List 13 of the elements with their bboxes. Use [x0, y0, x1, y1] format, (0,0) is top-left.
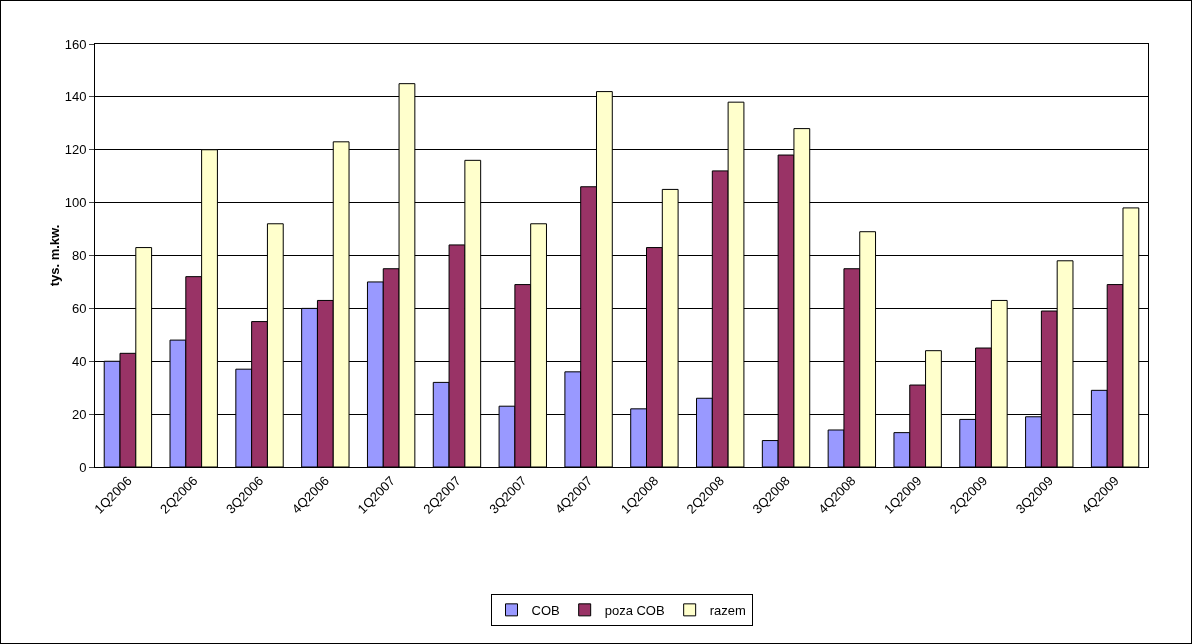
legend-label: COB: [531, 602, 560, 618]
legend-label: poza COB: [604, 602, 665, 618]
y-tick-label: 40: [71, 353, 87, 369]
y-tick-label: 20: [71, 406, 87, 422]
y-tick-label: 0: [79, 459, 87, 475]
legend-label: razem: [709, 602, 746, 618]
y-tick-label: 100: [64, 195, 87, 211]
y-tick-label: 120: [64, 142, 87, 158]
y-tick-label: 80: [71, 248, 87, 264]
y-tick-label: 60: [71, 300, 87, 316]
y-tick-label: 140: [64, 89, 87, 105]
y-tick-label: 160: [64, 36, 87, 52]
y-axis-title: tys. m.kw.: [47, 224, 62, 287]
